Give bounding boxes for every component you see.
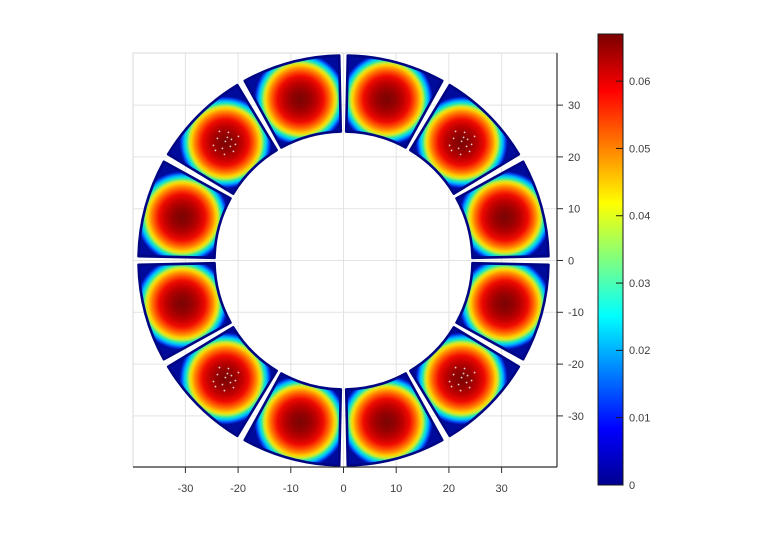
speckle-dot <box>470 143 473 146</box>
y-tick-label: -10 <box>568 307 584 319</box>
speckle-dot <box>468 386 471 389</box>
ring-segment-165deg <box>137 160 232 260</box>
speckle-dot <box>223 153 226 156</box>
speckle-dot <box>460 376 463 379</box>
speckle-dot <box>473 135 476 138</box>
ring-segment-285deg <box>344 372 444 467</box>
y-tick-label: -20 <box>568 359 584 371</box>
colorbar-tick-label: 0.05 <box>629 143 650 155</box>
speckle-dot <box>457 147 460 150</box>
speckle-dot <box>454 366 457 369</box>
speckle-dot <box>216 137 219 140</box>
speckle-dot <box>218 366 221 369</box>
speckle-dot <box>216 373 219 376</box>
speckle-dot <box>466 138 469 141</box>
speckle-dot <box>214 149 217 152</box>
speckle-dot <box>462 372 465 375</box>
x-tick-label: -10 <box>283 483 299 495</box>
speckle-dot <box>226 136 229 139</box>
speckle-dot <box>218 130 221 133</box>
colorbar-tick-label: 0.04 <box>629 211 650 223</box>
axes-frame <box>132 52 558 468</box>
speckle-dot <box>454 130 457 133</box>
ring-segment-45deg <box>409 83 521 195</box>
speckle-dot <box>460 140 463 143</box>
ring-segment-225deg <box>166 326 278 438</box>
speckle-dots <box>212 130 476 392</box>
speckle-dot <box>212 380 215 383</box>
x-tick-label: 10 <box>390 483 402 495</box>
x-tick-label: 30 <box>495 483 507 495</box>
colorbar-tick-label: 0 <box>629 480 635 492</box>
speckle-dot <box>224 376 227 379</box>
speckle-dot <box>227 131 230 134</box>
speckle-dot <box>223 389 226 392</box>
speckle-dot <box>473 371 476 374</box>
ring-segment-255deg <box>243 372 343 467</box>
x-tick-label: 0 <box>340 483 346 495</box>
speckle-dot <box>452 373 455 376</box>
y-tick-label: 20 <box>568 152 580 164</box>
speckle-dot <box>459 389 462 392</box>
speckle-dot <box>463 131 466 134</box>
speckle-dot <box>227 367 230 370</box>
speckle-dot <box>212 144 215 147</box>
speckle-dot <box>232 150 235 153</box>
ring-segments <box>137 54 550 467</box>
speckle-dot <box>465 145 468 148</box>
colorbar-tick-label: 0.02 <box>629 345 650 357</box>
speckle-dot <box>224 140 227 143</box>
speckle-dot <box>230 374 233 377</box>
speckle-dot <box>234 379 237 382</box>
colorbar: 0.06 0.05 0.04 0.03 0.02 0.01 0 <box>597 33 650 492</box>
speckle-dot <box>452 137 455 140</box>
x-tick-label: -20 <box>230 483 246 495</box>
x-axis: 30 20 10 0 -10 -20 -30 <box>177 467 508 495</box>
speckle-dot <box>450 385 453 388</box>
y-tick-label: 10 <box>568 204 580 216</box>
speckle-dot <box>468 150 471 153</box>
x-tick-label: 20 <box>443 483 455 495</box>
colorbar-tick-label: 0.03 <box>629 278 650 290</box>
y-axis: 30 20 10 0 -10 -20 -30 <box>557 100 584 423</box>
ring-segment-345deg <box>455 261 550 361</box>
speckle-dot <box>237 371 240 374</box>
speckle-dot <box>214 385 217 388</box>
speckle-dot <box>457 383 460 386</box>
ring-segment-105deg <box>243 54 343 149</box>
speckle-dot <box>465 381 468 384</box>
speckle-dot <box>230 138 233 141</box>
speckle-dot <box>237 135 240 138</box>
speckle-dot <box>234 143 237 146</box>
speckle-dot <box>221 147 224 150</box>
speckle-dot <box>221 383 224 386</box>
speckle-dot <box>450 149 453 152</box>
y-tick-label: -30 <box>568 411 584 423</box>
ring-segment-135deg <box>166 83 278 195</box>
speckle-dot <box>229 145 232 148</box>
speckle-dot <box>459 153 462 156</box>
speckle-dot <box>462 136 465 139</box>
colorbar-tick-label: 0.06 <box>629 76 650 88</box>
x-tick-label: -30 <box>177 483 193 495</box>
ring-segment-75deg <box>344 54 444 149</box>
speckle-dot <box>229 381 232 384</box>
speckle-dot <box>470 379 473 382</box>
speckle-dot <box>226 372 229 375</box>
colorbar-gradient-bar <box>597 33 624 486</box>
ring-segment-315deg <box>409 326 521 438</box>
y-tick-label: 0 <box>568 255 574 267</box>
ring-segment-15deg <box>455 160 550 260</box>
speckle-dot <box>448 380 451 383</box>
speckle-dot <box>448 144 451 147</box>
speckle-dot <box>463 367 466 370</box>
colorbar-tick-label: 0.01 <box>629 413 650 425</box>
y-tick-label: 30 <box>568 100 580 112</box>
speckle-dot <box>232 386 235 389</box>
ring-segment-195deg <box>137 261 232 361</box>
speckle-dot <box>466 374 469 377</box>
